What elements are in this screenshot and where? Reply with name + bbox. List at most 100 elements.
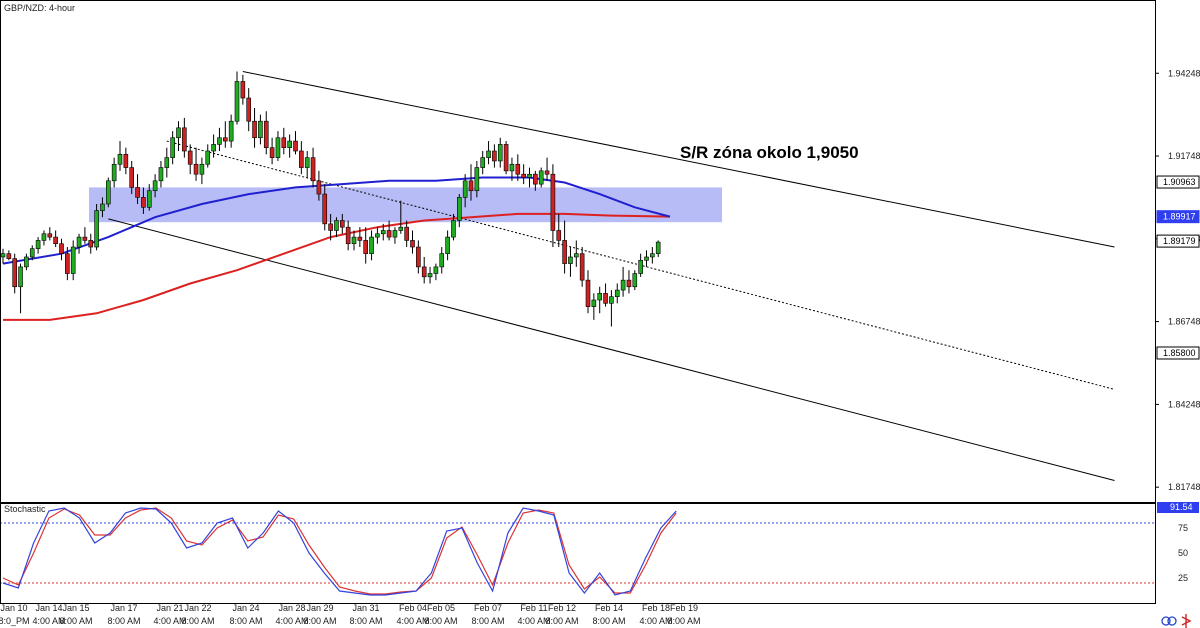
candle-body [18, 266, 23, 288]
candle-body [106, 180, 111, 205]
candle-body [527, 173, 532, 178]
candle-body [538, 170, 544, 185]
x-tick-label-date: Feb 19 [670, 603, 698, 613]
candle-body [439, 253, 445, 268]
candle-body [474, 167, 480, 192]
x-tick-label-date: Jan 22 [184, 603, 211, 613]
channel-line-upper [242, 71, 1115, 248]
candle-body [94, 210, 99, 248]
y-tick-label: 1.91748 [1168, 151, 1200, 161]
x-tick-label-date: Jan 29 [306, 603, 333, 613]
x-tick-label-time: 4:00 AM [153, 616, 186, 626]
candle-body [141, 197, 146, 208]
candle-body [369, 236, 374, 254]
candle-body [65, 253, 70, 274]
x-tick-label-time: 8:0_PM [0, 616, 30, 626]
candle-body [299, 150, 304, 168]
candle-body [275, 137, 281, 158]
x-tick-label-time: 8:00 AM [424, 616, 457, 626]
price-tag-label: 1.85800 [1163, 348, 1196, 358]
candle-body [416, 246, 421, 268]
stochastic-k-line [2, 507, 677, 596]
price-tag-label: 1.90963 [1163, 177, 1196, 187]
candle-body [497, 144, 503, 162]
candle-body [76, 236, 82, 248]
candle-body [392, 230, 398, 238]
candle-body [117, 154, 123, 165]
x-tick-label-date: Feb 18 [642, 603, 670, 613]
candle-body [492, 150, 497, 162]
x-tick-label-time: 4:00 AM [32, 616, 65, 626]
candle-body [632, 273, 638, 288]
candle-body [82, 236, 88, 241]
candle-body [281, 137, 287, 148]
y-tick-label: 1.84248 [1168, 399, 1200, 409]
candle-body [263, 120, 269, 148]
candle-body [322, 193, 328, 225]
x-tick-label-date: Feb 14 [595, 603, 623, 613]
candle-body [287, 140, 292, 148]
scroll-right-icon[interactable] [1181, 614, 1192, 628]
candle-body [111, 163, 117, 182]
x-tick-label-date: Feb 05 [427, 603, 455, 613]
candle-body [252, 120, 257, 139]
candle-body [152, 180, 158, 192]
y-tick-label: 1.86748 [1168, 317, 1200, 327]
candle-body [6, 253, 12, 259]
price-tag-box [1156, 234, 1200, 248]
candle-body [655, 241, 661, 254]
stochastic-tick-label: 25 [1178, 573, 1188, 583]
candle-body [70, 246, 76, 274]
y-tick-label: 1.94248 [1168, 68, 1200, 78]
candle-body [176, 127, 181, 139]
candle-body [427, 273, 433, 278]
candle-body [310, 157, 316, 182]
candle-body [591, 299, 597, 307]
candle-body [88, 240, 94, 248]
candle-body [59, 243, 64, 254]
candle-body [550, 173, 556, 231]
candle-body [609, 296, 614, 304]
x-tick-label-date: Jan 15 [62, 603, 89, 613]
x-tick-label-date: Feb 12 [548, 603, 576, 613]
candle-body [375, 233, 380, 238]
candle-body [597, 293, 603, 301]
price-tag-box [1156, 175, 1200, 189]
candle-body [626, 279, 632, 288]
x-tick-label-time: 8:00 AM [592, 616, 625, 626]
candles [0, 71, 661, 327]
stochastic-value-tag [1157, 502, 1199, 513]
candle-body [486, 150, 491, 158]
stochastic-panel-frame [0, 503, 1156, 604]
x-tick-label-time: 8:00 AM [303, 616, 336, 626]
link-icon[interactable] [1161, 616, 1177, 626]
candle-body [562, 240, 567, 264]
stochastic-d-line [2, 507, 677, 595]
candle-body [129, 167, 134, 188]
candle-body [573, 253, 579, 258]
candle-body [316, 180, 322, 195]
y-tick-label: 1.81748 [1168, 482, 1200, 492]
candle-body [544, 170, 550, 175]
candle-body [345, 226, 351, 245]
candle-body [47, 233, 53, 238]
candle-body [456, 197, 462, 221]
candle-body [193, 163, 199, 175]
candle-body [404, 226, 409, 241]
price-tag-box [1156, 346, 1200, 360]
candle-body [410, 240, 415, 248]
x-tick-label-time: 4:00 AM [517, 616, 550, 626]
candle-body [521, 173, 526, 178]
candle-body [398, 226, 404, 231]
stochastic-panel [0, 507, 1155, 596]
price-tag-label: 1.89917 [1163, 212, 1196, 222]
candle-body [29, 248, 35, 258]
candle-body [170, 137, 175, 158]
x-tick-label-date: Feb 11 [520, 603, 547, 613]
candle-body [199, 163, 205, 175]
candle-body [146, 190, 152, 208]
candle-body [451, 220, 456, 238]
x-tick-label-time: 8:00 AM [59, 616, 92, 626]
candle-body [269, 147, 275, 158]
